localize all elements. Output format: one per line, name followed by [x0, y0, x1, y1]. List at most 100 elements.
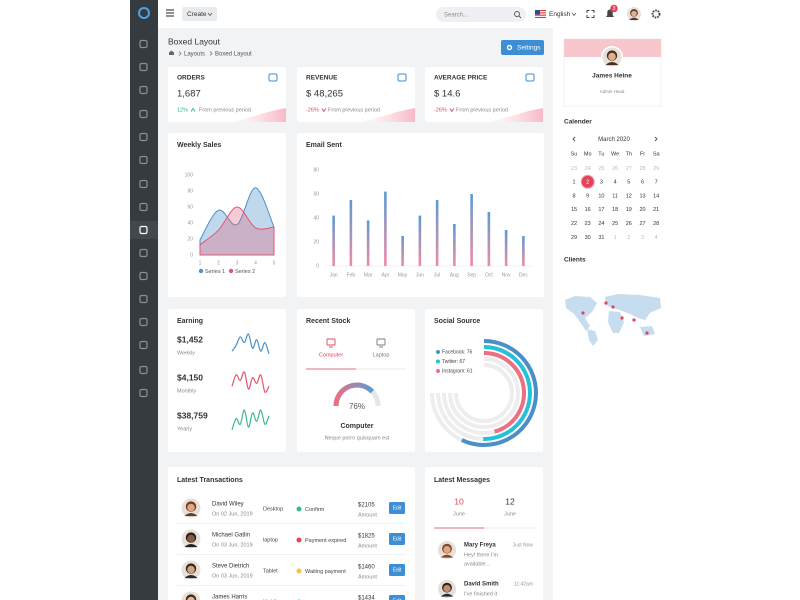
- sidebar-icon[interactable]: [139, 340, 148, 350]
- day[interactable]: 26: [626, 221, 632, 227]
- next-month[interactable]: [654, 136, 658, 142]
- day[interactable]: 5: [627, 180, 630, 186]
- day[interactable]: 29: [571, 235, 577, 241]
- edit-button[interactable]: [389, 502, 405, 514]
- sidebar-icon[interactable]: [139, 109, 148, 119]
- earning-amount: $4,150: [177, 372, 203, 382]
- tab-label[interactable]: Computer: [319, 352, 343, 358]
- day[interactable]: 14: [653, 193, 659, 199]
- day[interactable]: 28: [653, 221, 659, 227]
- legend-label: Twitter: 67: [442, 359, 465, 365]
- sidebar-icon[interactable]: [139, 388, 148, 398]
- day[interactable]: 7: [655, 180, 658, 186]
- day[interactable]: 3: [600, 180, 603, 186]
- day[interactable]: 25: [612, 221, 618, 227]
- day[interactable]: 8: [572, 193, 575, 199]
- sidebar-icon[interactable]: [139, 225, 148, 235]
- trend-arrow: [321, 108, 327, 113]
- sidebar-icon[interactable]: [139, 132, 148, 142]
- settings-button[interactable]: [501, 40, 544, 55]
- sidebar-icon[interactable]: [139, 248, 148, 258]
- tab-label[interactable]: Laptop: [373, 352, 390, 358]
- sidebar-icon[interactable]: [139, 62, 148, 72]
- sidebar-icon[interactable]: [139, 317, 148, 327]
- day[interactable]: 23: [585, 221, 591, 227]
- language[interactable]: English: [549, 11, 571, 18]
- sidebar-icon[interactable]: [139, 179, 148, 189]
- sidebar-icon[interactable]: [139, 365, 148, 375]
- earning-period: Monthly: [177, 388, 197, 394]
- day[interactable]: 26: [612, 166, 618, 172]
- day[interactable]: 24: [585, 166, 591, 172]
- sidebar-icon[interactable]: [139, 202, 148, 212]
- weekday: Th: [626, 151, 632, 157]
- day[interactable]: 15: [571, 207, 577, 213]
- day[interactable]: 10: [598, 193, 604, 199]
- amount-label: Amount: [358, 574, 377, 580]
- day[interactable]: 3: [641, 235, 644, 241]
- day[interactable]: 2: [586, 180, 589, 186]
- y-tick-label: 100: [185, 172, 194, 178]
- card: [168, 309, 286, 452]
- day[interactable]: 31: [598, 235, 604, 241]
- day[interactable]: 27: [626, 166, 632, 172]
- fullscreen-icon[interactable]: [586, 10, 595, 18]
- day[interactable]: 4: [655, 235, 658, 241]
- day[interactable]: 17: [598, 207, 604, 213]
- x-tick-label: Aug: [450, 272, 459, 278]
- sidebar-icon[interactable]: [139, 155, 148, 165]
- x-tick-label: 4: [254, 260, 257, 266]
- day[interactable]: 2: [627, 235, 630, 241]
- ring: [483, 345, 533, 441]
- day[interactable]: 1: [614, 235, 617, 241]
- card: [297, 309, 415, 452]
- day[interactable]: 13: [639, 193, 645, 199]
- settings-gear[interactable]: [651, 9, 661, 19]
- sidebar-icon[interactable]: [139, 39, 148, 49]
- edit-button[interactable]: [389, 533, 405, 545]
- day[interactable]: 9: [586, 193, 589, 199]
- sparkline: [231, 333, 270, 355]
- day[interactable]: 24: [598, 221, 604, 227]
- day[interactable]: 11: [612, 193, 618, 199]
- day[interactable]: 20: [639, 207, 645, 213]
- amount-label: Amount: [358, 543, 377, 549]
- edit-button[interactable]: [389, 564, 405, 576]
- map-land: [605, 294, 661, 320]
- sidebar-icon[interactable]: [139, 294, 148, 304]
- prev-month[interactable]: [572, 136, 576, 142]
- day[interactable]: 23: [571, 166, 577, 172]
- day[interactable]: 28: [639, 166, 645, 172]
- map-land: [640, 326, 655, 336]
- day[interactable]: 30: [585, 235, 591, 241]
- sidebar-icon[interactable]: [139, 85, 148, 95]
- day[interactable]: 21: [653, 207, 659, 213]
- day[interactable]: 25: [598, 166, 604, 172]
- avatar-body: [629, 17, 639, 20]
- card: [425, 309, 543, 452]
- map-marker: [632, 318, 636, 322]
- x-tick-label: Sep: [467, 272, 476, 278]
- tab-day[interactable]: 12: [505, 496, 515, 506]
- day[interactable]: 27: [639, 221, 645, 227]
- create-button[interactable]: [182, 7, 217, 21]
- tab-day[interactable]: 10: [454, 496, 464, 506]
- map-marker: [611, 305, 615, 309]
- day[interactable]: 12: [626, 193, 632, 199]
- day[interactable]: 1: [572, 180, 575, 186]
- day[interactable]: 29: [653, 166, 659, 172]
- edit-button[interactable]: [389, 595, 405, 600]
- map-land: [608, 311, 624, 333]
- day[interactable]: 22: [571, 221, 577, 227]
- day[interactable]: 6: [641, 180, 644, 186]
- sidebar-icon[interactable]: [139, 271, 148, 281]
- day[interactable]: 4: [614, 180, 617, 186]
- x-tick-label: Jan: [330, 272, 338, 278]
- weekday: Mo: [584, 151, 592, 157]
- day[interactable]: 16: [585, 207, 591, 213]
- search-box[interactable]: [436, 7, 526, 22]
- tab-icon[interactable]: [376, 338, 386, 346]
- tab-icon[interactable]: [326, 338, 336, 346]
- day[interactable]: 18: [612, 207, 618, 213]
- day[interactable]: 19: [626, 207, 632, 213]
